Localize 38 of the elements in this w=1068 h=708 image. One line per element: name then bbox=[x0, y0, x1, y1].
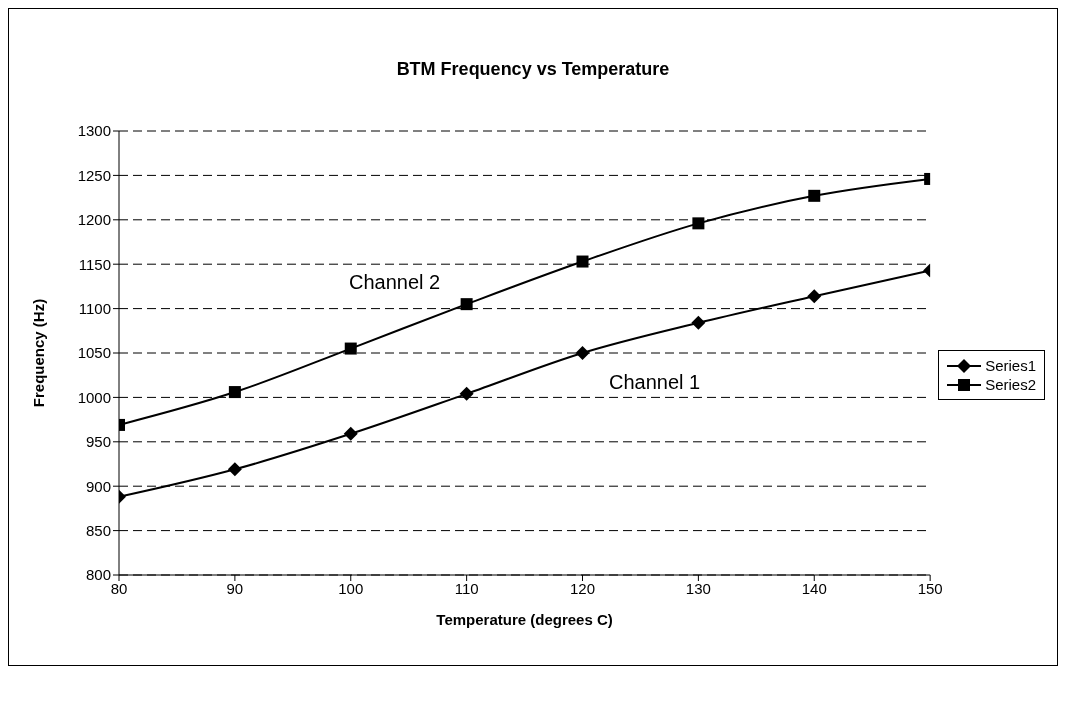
y-tick-label: 900 bbox=[85, 477, 111, 495]
point bbox=[343, 426, 358, 441]
x-tick-label: 100 bbox=[338, 579, 364, 597]
x-tick-label: 150 bbox=[917, 579, 943, 597]
y-tick-label: 1250 bbox=[77, 166, 111, 184]
point bbox=[459, 386, 474, 401]
y-tick-label: 1150 bbox=[78, 255, 111, 273]
y-tick-label: 1100 bbox=[78, 299, 111, 317]
y-tick-label: 950 bbox=[85, 433, 111, 451]
legend-label: Series1 bbox=[985, 357, 1036, 374]
point bbox=[692, 217, 705, 230]
annotation: Channel 1 bbox=[609, 371, 701, 394]
point bbox=[575, 346, 590, 360]
point bbox=[807, 289, 822, 304]
y-tick-label: 1200 bbox=[77, 211, 111, 229]
y-tick-label: 800 bbox=[85, 566, 111, 584]
y-tick-label: 1300 bbox=[77, 122, 111, 140]
legend-label: Series2 bbox=[985, 376, 1036, 393]
point bbox=[576, 255, 589, 268]
x-tick-label: 110 bbox=[454, 579, 479, 597]
point bbox=[227, 462, 242, 477]
x-tick-label: 80 bbox=[110, 579, 128, 597]
y-tick-label: 1050 bbox=[77, 344, 111, 362]
point bbox=[691, 315, 706, 330]
y-tick-label: 850 bbox=[85, 521, 111, 539]
x-tick-label: 120 bbox=[569, 579, 596, 597]
x-tick-label: 130 bbox=[685, 579, 711, 597]
y-tick-label: 1000 bbox=[77, 388, 111, 406]
x-tick-label: 90 bbox=[226, 579, 244, 597]
point bbox=[808, 189, 821, 202]
x-tick-label: 140 bbox=[801, 579, 827, 597]
point bbox=[344, 342, 357, 355]
annotation: Channel 2 bbox=[349, 271, 441, 294]
point bbox=[460, 298, 473, 311]
chart-title: BTM Frequency vs Temperature bbox=[395, 58, 671, 81]
point bbox=[228, 386, 241, 399]
x-axis-title: Temperature (degrees C) bbox=[436, 611, 613, 628]
y-axis-title: Frequency (Hz) bbox=[30, 298, 48, 408]
